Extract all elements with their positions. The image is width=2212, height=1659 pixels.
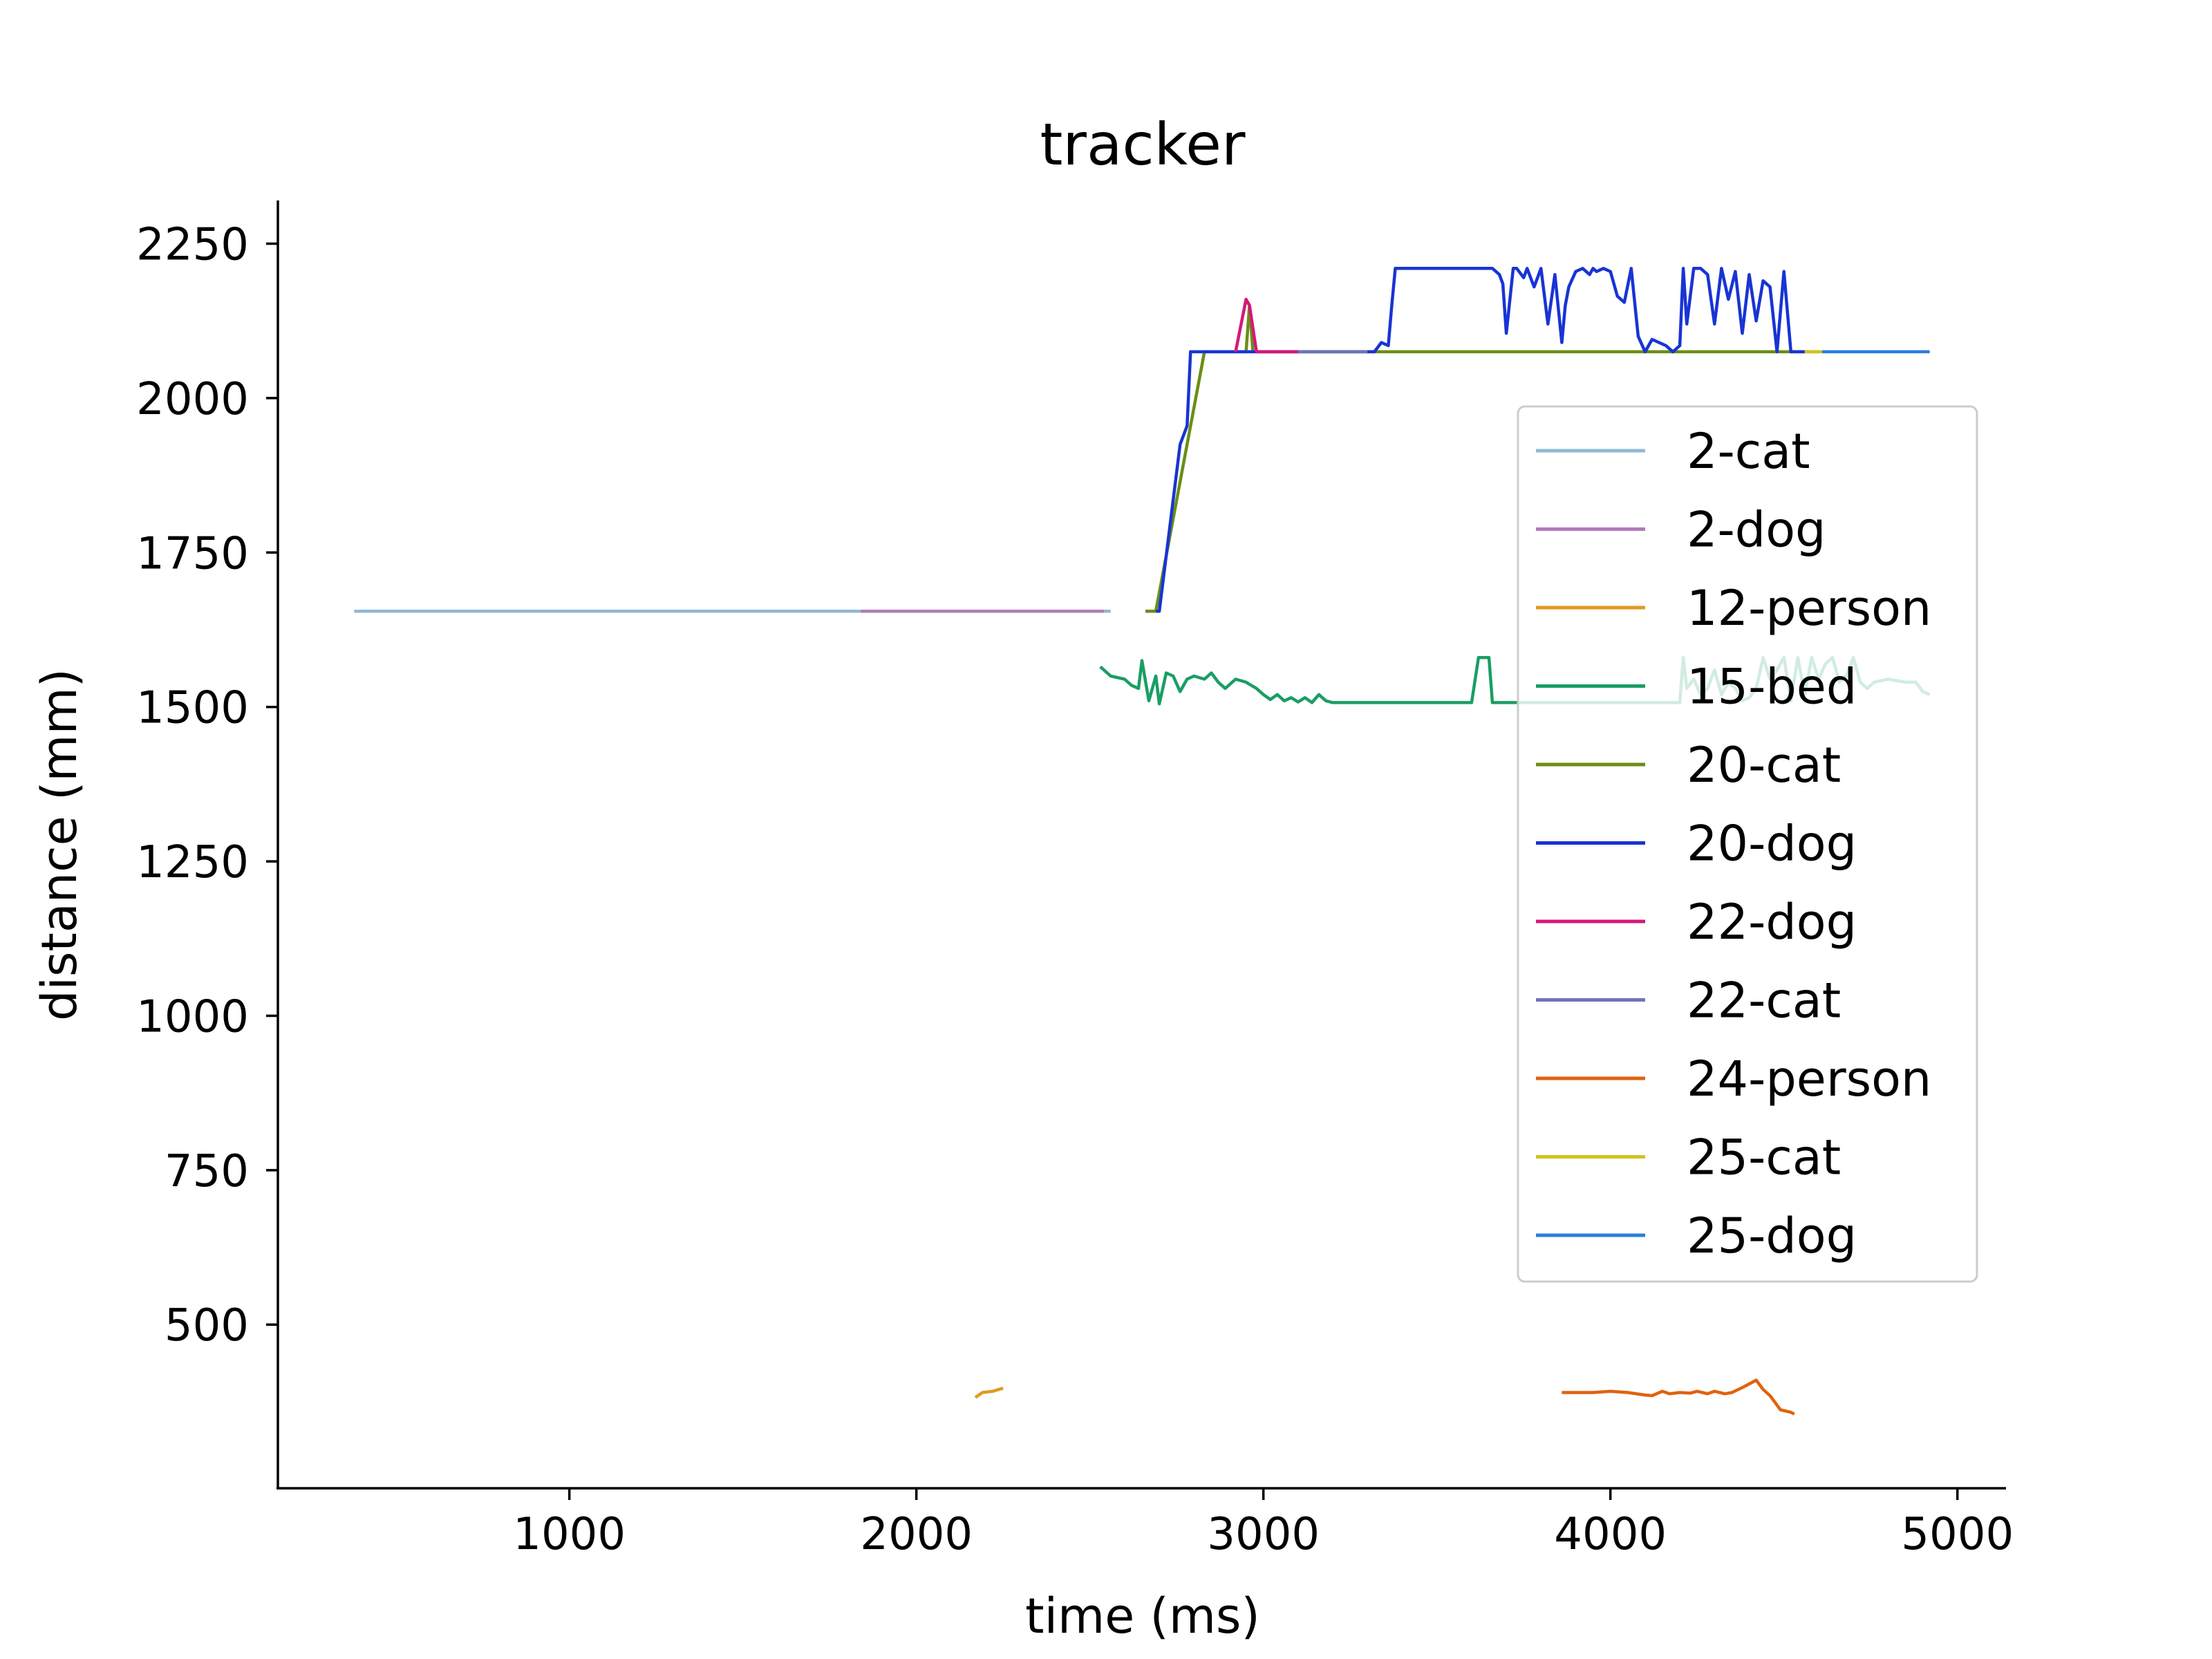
ticks-layer: 1000 2000 3000 4000 5000 500 750 1000 1250 1500 17… <box>136 220 2014 1560</box>
chart-title: tracker <box>1040 111 1246 178</box>
y-tick-label: 1000 <box>136 991 249 1042</box>
x-tick-label: 3000 <box>1207 1509 1320 1560</box>
y-axis-title: distance (mm) <box>31 668 88 1021</box>
legend-label-24-person: 24-person <box>1687 1051 1931 1107</box>
axes-layer <box>276 200 2006 1490</box>
y-tick-label: 2000 <box>136 374 249 425</box>
legend-frame <box>1517 405 1978 1283</box>
legend-label-2-dog: 2-dog <box>1687 502 1826 559</box>
y-tick-label: 2250 <box>136 220 249 271</box>
legend-items: 2-cat 2-dog 12-person 15-bed 20-cat 20-dog 22-… <box>1536 423 1931 1264</box>
legend: 2-cat 2-dog 12-person 15-bed 20-cat 20-dog 22-… <box>1517 405 1978 1283</box>
x-tick-label: 1000 <box>513 1509 626 1560</box>
y-tick-label: 500 <box>165 1300 249 1351</box>
x-tick-label: 5000 <box>1901 1509 2014 1560</box>
y-tick-label: 750 <box>165 1146 249 1197</box>
legend-label-20-dog: 20-dog <box>1687 816 1857 872</box>
legend-label-25-dog: 25-dog <box>1687 1208 1857 1264</box>
y-tick-label: 1750 <box>136 528 249 579</box>
legend-label-2-cat: 2-cat <box>1687 423 1810 480</box>
x-axis-title: time (ms) <box>1025 1588 1260 1644</box>
x-tick-label: 2000 <box>860 1509 973 1560</box>
series-line-24-person <box>1562 1378 1795 1416</box>
legend-label-15-bed: 15-bed <box>1687 659 1857 715</box>
legend-label-12-person: 12-person <box>1687 580 1931 637</box>
legend-label-22-dog: 22-dog <box>1687 894 1857 950</box>
y-tick-label: 1250 <box>136 837 249 888</box>
y-tick-label: 1500 <box>136 683 249 734</box>
x-tick-label: 4000 <box>1554 1509 1667 1560</box>
series-layer <box>354 267 1931 1416</box>
legend-label-20-cat: 20-cat <box>1687 737 1841 794</box>
legend-label-22-cat: 22-cat <box>1687 973 1841 1029</box>
series-line-12-person <box>974 1387 1004 1399</box>
series-line-22-dog <box>1234 297 1298 354</box>
legend-label-25-cat: 25-cat <box>1687 1130 1841 1186</box>
